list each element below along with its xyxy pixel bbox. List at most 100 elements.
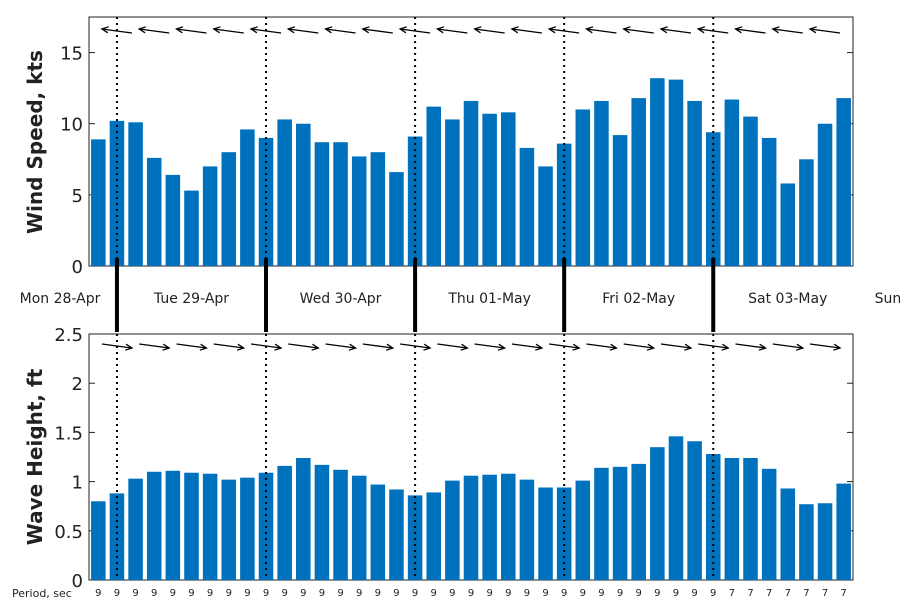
wave-bar	[519, 479, 535, 580]
wind-bar	[836, 98, 851, 266]
wind-bar	[370, 152, 386, 266]
wave-bar	[799, 504, 814, 580]
wave-bar	[351, 475, 367, 580]
wave-bar	[780, 488, 796, 580]
period-value: 9	[151, 588, 157, 599]
wind-bar	[743, 116, 758, 266]
period-value: 9	[542, 588, 548, 599]
wave-bar	[687, 441, 702, 580]
wave-bar	[668, 436, 684, 580]
wind-direction-arrow	[361, 26, 393, 34]
period-value: 9	[319, 588, 325, 599]
wind-bar	[184, 190, 199, 266]
wave-direction-arrow	[437, 343, 469, 351]
wave-bar	[538, 487, 553, 580]
wave-y-tick-label: 2.5	[54, 325, 83, 346]
period-value: 9	[505, 588, 511, 599]
wind-bar	[538, 166, 553, 266]
period-value: 9	[170, 588, 176, 599]
wind-bar	[221, 152, 237, 266]
wave-bar	[370, 484, 386, 580]
wind-direction-arrow	[771, 26, 803, 34]
period-value: 9	[580, 588, 586, 599]
wind-bar	[258, 137, 274, 266]
day-label: Mon 28-Apr	[20, 291, 101, 307]
wave-bar	[817, 503, 833, 580]
wave-bar	[575, 480, 591, 580]
period-value: 9	[375, 588, 381, 599]
wave-bar	[221, 479, 237, 580]
wind-bar	[277, 119, 292, 267]
wave-direction-arrow	[288, 343, 320, 351]
wave-bar	[109, 493, 125, 580]
period-value: 9	[524, 588, 530, 599]
wind-direction-arrow	[435, 26, 468, 34]
wave-bar	[631, 463, 646, 580]
wind-bar	[575, 109, 591, 266]
period-value: 9	[207, 588, 213, 599]
period-value: 7	[822, 588, 828, 599]
period-value: 7	[840, 588, 846, 599]
wind-bar	[631, 98, 646, 266]
wave-direction-arrow	[101, 343, 134, 351]
period-value: 9	[337, 588, 343, 599]
wave-height-panel: 0 0.5 1 1.5 2 2.5	[54, 325, 854, 592]
wind-bar	[482, 113, 497, 266]
wind-y-tick-label: 0	[72, 257, 83, 278]
wind-bar	[333, 142, 348, 266]
wind-bar	[668, 79, 684, 266]
wave-direction-arrow	[474, 343, 507, 351]
wind-bar	[109, 120, 125, 267]
wind-direction-arrow	[324, 26, 356, 34]
wave-bar	[407, 495, 423, 580]
wind-y-tick-label: 10	[60, 115, 83, 136]
period-value: 9	[393, 588, 399, 599]
wave-direction-arrow	[213, 343, 246, 351]
wind-bar	[202, 166, 218, 266]
period-value: 9	[617, 588, 623, 599]
wind-speed-panel: 0 5 10 15	[60, 16, 854, 278]
wind-direction-arrow	[137, 26, 170, 34]
day-label: Sat 03-May	[748, 291, 827, 307]
period-value: 9	[468, 588, 474, 599]
wave-bar	[426, 492, 441, 580]
day-label: Thu 01-May	[447, 291, 531, 307]
period-value: 9	[636, 588, 642, 599]
wave-y-tick-label: 1	[72, 473, 83, 494]
period-value: 9	[412, 588, 418, 599]
period-value: 7	[729, 588, 735, 599]
wave-direction-arrow	[660, 343, 693, 351]
wind-bar	[445, 119, 460, 267]
wave-bar	[501, 473, 516, 580]
wave-bar	[165, 470, 181, 580]
wind-y-tick-label: 15	[60, 44, 83, 65]
wind-bar	[463, 100, 479, 266]
wind-y-axis-label: Wind Speed, kts	[23, 50, 47, 234]
wind-y-tick-label: 5	[72, 186, 83, 207]
wind-direction-arrow	[212, 26, 244, 34]
wind-direction-arrow	[286, 26, 319, 34]
wind-bar	[165, 174, 181, 266]
period-value: 9	[431, 588, 437, 599]
wave-bar	[724, 457, 740, 580]
wave-direction-arrow	[698, 343, 730, 351]
wind-bar	[687, 100, 702, 266]
wave-bar	[463, 475, 479, 580]
period-row: Period, sec 9 9 9 9 9 9 9 9 9 9 9 9 9 9 9 9 9 9 9 9 9 9 9 9 9 9 9 9…	[12, 587, 847, 600]
wind-bar	[799, 159, 814, 266]
wave-bar	[836, 483, 851, 580]
wind-direction-arrow	[510, 26, 542, 34]
wind-bar	[351, 156, 367, 266]
wave-y-axis-label: Wave Height, ft	[23, 368, 47, 545]
wave-bar	[202, 473, 218, 580]
wind-bar	[91, 139, 106, 266]
wind-bar	[389, 172, 404, 266]
day-label-strip: Mon 28-Apr Tue 29-Apr Wed 30-Apr Thu 01-May…	[20, 258, 900, 332]
period-value: 9	[673, 588, 679, 599]
wave-y-tick-label: 2	[72, 374, 83, 395]
wind-direction-arrow	[547, 26, 580, 34]
wind-bar	[146, 157, 162, 266]
wave-direction-arrow	[809, 343, 842, 351]
wave-direction-arrow	[325, 343, 358, 351]
